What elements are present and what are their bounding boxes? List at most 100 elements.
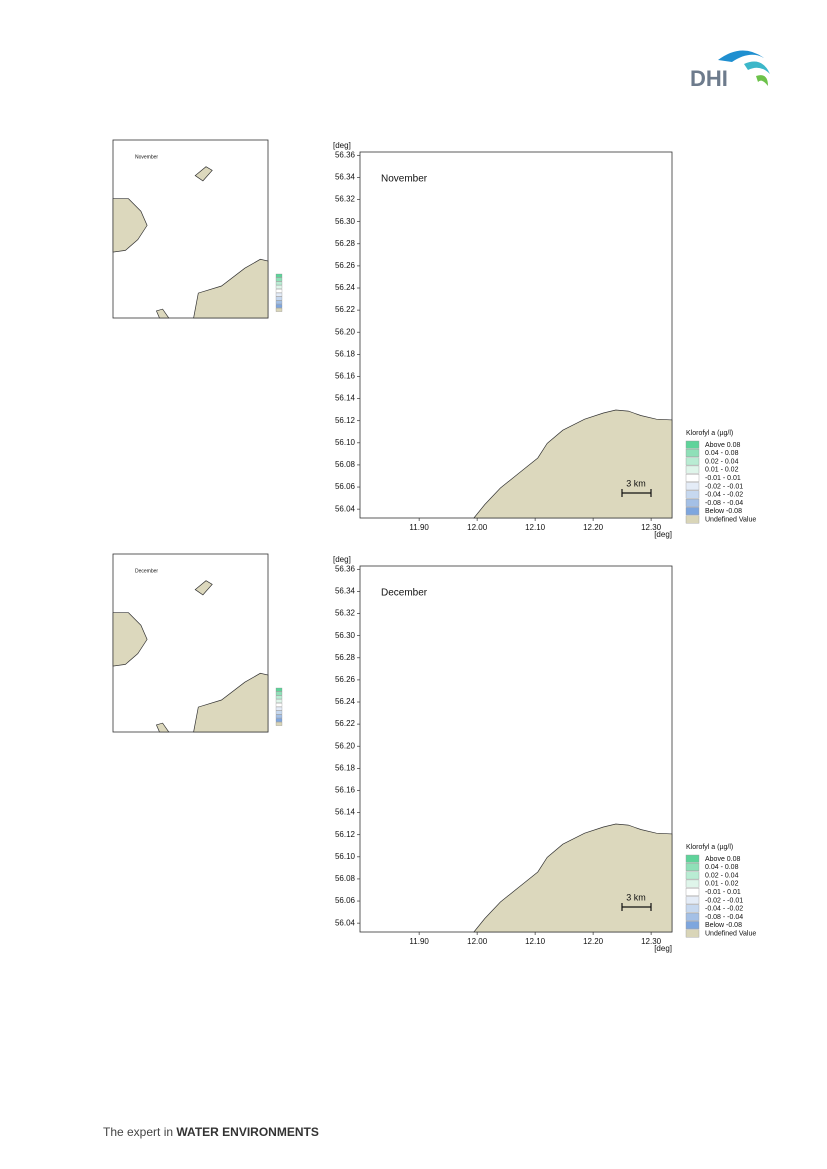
overview-land (155, 722, 170, 733)
y-tick-label: 56.18 (335, 349, 356, 358)
legend-swatch (685, 929, 700, 938)
legend-swatch (685, 465, 700, 474)
x-tick-label: 12.00 (467, 523, 488, 532)
y-tick-label: 56.24 (335, 283, 356, 292)
y-tick-label: 56.16 (335, 372, 356, 381)
legend-swatch (685, 515, 700, 524)
legend-swatch (685, 888, 700, 896)
legend-swatch (685, 490, 700, 499)
legend-label: Above 0.08 (705, 856, 741, 863)
y-tick-label: 56.30 (335, 631, 356, 640)
panel: December 56.04 56.06 56.08 56.10 56.12 56.14 56… (112, 553, 756, 953)
legend-swatch (685, 457, 700, 466)
x-tick-label: 12.30 (641, 523, 662, 532)
x-unit: [deg] (654, 944, 672, 953)
scale-label: 3 km (626, 478, 646, 488)
legend-swatch (685, 449, 700, 457)
y-tick-label: 56.24 (335, 697, 356, 706)
x-tick-label: 12.00 (467, 937, 488, 946)
legend-swatch (685, 896, 700, 905)
y-tick-label: 56.36 (335, 564, 356, 573)
y-tick-label: 56.32 (335, 195, 356, 204)
overview-legend-swatch (275, 722, 283, 726)
x-tick-label: 11.90 (409, 937, 429, 946)
overview-legend-swatch (275, 281, 283, 286)
legend-label: 0.02 - 0.04 (705, 872, 739, 879)
x-unit: [deg] (654, 530, 672, 539)
y-unit: [deg] (333, 555, 351, 564)
overview-legend-swatch (275, 695, 283, 700)
x-tick-label: 11.90 (409, 523, 429, 532)
logo-wave (718, 50, 764, 62)
legend-label: -0.02 - -0.01 (705, 483, 743, 490)
y-tick-label: 56.16 (335, 786, 356, 795)
x-tick-label: 12.20 (583, 937, 604, 946)
legend-swatch (685, 498, 700, 507)
y-tick-label: 56.34 (335, 587, 356, 596)
legend-label: -0.08 - -0.04 (705, 914, 743, 921)
legend-title: Klorofyl a (µg/l) (686, 430, 733, 437)
y-tick-label: 56.12 (335, 416, 356, 425)
overview-legend-swatch (275, 277, 283, 282)
overview-legend-swatch (275, 703, 283, 707)
legend-label: Below -0.08 (705, 922, 742, 929)
overview-legend-swatch (275, 304, 283, 308)
scale-bar (621, 903, 652, 911)
legend-swatch (685, 474, 700, 482)
legend-swatch (685, 863, 700, 871)
legend-label: -0.01 - 0.01 (705, 475, 741, 482)
overview-legend-swatch (275, 710, 283, 715)
x-tick-label: 12.20 (583, 523, 604, 532)
legend-label: 0.01 - 0.02 (705, 467, 739, 474)
panel: November 56.04 56.06 56.08 56.10 56.12 56.14 56… (112, 139, 756, 539)
overview-legend-swatch (275, 273, 283, 278)
y-tick-label: 56.36 (335, 150, 356, 159)
y-tick-label: 56.26 (335, 261, 356, 270)
overview-legend-swatch (275, 289, 283, 293)
overview-legend-swatch (275, 296, 283, 301)
legend-label: -0.04 - -0.02 (705, 906, 743, 913)
legend-label: Undefined Value (705, 931, 756, 938)
legend-label: 0.02 - 0.04 (705, 458, 739, 465)
x-tick-label: 12.30 (641, 937, 662, 946)
overview-land (193, 672, 269, 733)
logo-wave (744, 61, 770, 74)
y-tick-label: 56.28 (335, 653, 356, 662)
legend-label: Below -0.08 (705, 508, 742, 515)
legend-label: 0.04 - 0.08 (705, 864, 739, 871)
overview-title: December (135, 568, 158, 574)
y-tick-label: 56.28 (335, 239, 356, 248)
legend-swatch (685, 854, 700, 863)
y-tick-label: 56.08 (335, 460, 356, 469)
overview-land (112, 612, 148, 667)
logo-text: DHI (690, 66, 728, 91)
overview-legend-swatch (275, 691, 283, 696)
y-tick-label: 56.20 (335, 741, 356, 750)
overview-legend-swatch (275, 714, 283, 719)
y-tick-label: 56.06 (335, 482, 356, 491)
legend-label: -0.04 - -0.02 (705, 492, 743, 499)
overview-land (155, 308, 170, 319)
y-tick-label: 56.20 (335, 327, 356, 336)
footer-emphasis: WATER ENVIRONMENTS (176, 1125, 318, 1139)
y-tick-label: 56.04 (335, 504, 356, 513)
x-tick-label: 12.10 (525, 523, 546, 532)
overview-legend-swatch (275, 292, 283, 297)
y-tick-label: 56.14 (335, 808, 356, 817)
logo-wave (756, 75, 768, 86)
scale-label: 3 km (626, 892, 646, 902)
y-tick-label: 56.10 (335, 438, 356, 447)
y-tick-label: 56.08 (335, 874, 356, 883)
legend-swatch (685, 912, 700, 921)
x-tick-label: 12.10 (525, 937, 546, 946)
overview-legend-swatch (275, 308, 283, 312)
legend-swatch (685, 507, 700, 516)
overview-land (194, 580, 213, 596)
overview-legend-swatch (275, 300, 283, 305)
legend-label: -0.08 - -0.04 (705, 500, 743, 507)
legend-swatch (685, 904, 700, 913)
overview-land (194, 166, 213, 182)
y-tick-label: 56.26 (335, 675, 356, 684)
legend-label: Undefined Value (705, 517, 756, 524)
